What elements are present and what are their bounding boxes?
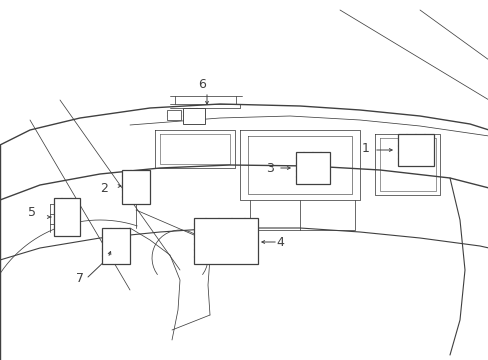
- Bar: [397, 134, 433, 166]
- Text: 6: 6: [198, 77, 205, 90]
- Text: 5: 5: [28, 206, 36, 219]
- Text: 4: 4: [276, 235, 284, 248]
- Text: 1: 1: [361, 141, 369, 154]
- Text: 2: 2: [100, 181, 108, 194]
- Bar: [167, 110, 181, 120]
- Bar: [54, 198, 80, 236]
- Bar: [102, 228, 130, 264]
- Bar: [183, 108, 204, 124]
- Bar: [295, 152, 329, 184]
- Bar: [122, 170, 150, 204]
- Text: 3: 3: [265, 162, 273, 175]
- Bar: [194, 218, 258, 264]
- Text: 7: 7: [76, 271, 84, 284]
